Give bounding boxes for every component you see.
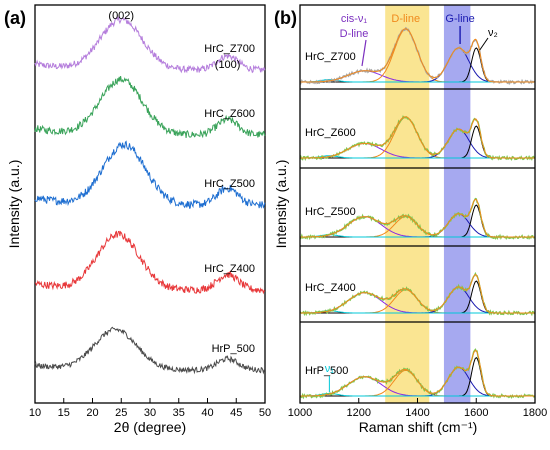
panel-b-fit-line	[300, 274, 535, 314]
panel-b-annotation: D-line	[340, 28, 369, 40]
panel-b-fit-line	[300, 28, 535, 83]
panel-a-plot: 10 15 20 25 30 35 40 45 50 HrC_Z700 HrC_Z600 HrC_Z5…	[29, 10, 271, 419]
panel-b-ylabel: Intensity (a.u.)	[273, 160, 289, 249]
panel-b-xtick-label: 1600	[464, 407, 488, 419]
panel-a-xtick-label: 30	[144, 407, 156, 419]
panel-a-xlabel: 2θ (degree)	[114, 419, 186, 435]
panel-a-xtick-label: 10	[29, 407, 41, 419]
panel-b-plot: 1000 1200 1400 1600 1800 HrC_Z700 HrC_Z600 HrC_…	[288, 13, 547, 419]
panel-a-series-label: HrC_Z400	[204, 263, 255, 275]
panel-a-xtick-label: 50	[259, 407, 271, 419]
panel-b-fit-line	[300, 198, 535, 238]
panel-b-annotation: D-line	[391, 13, 420, 25]
panel-a-series-line	[34, 76, 266, 139]
panel-b-series-label: HrC_Z400	[305, 282, 356, 294]
panel-b-fit-line	[300, 349, 535, 397]
panel-a-xtick-label: 40	[201, 407, 213, 419]
panel-a-series-label: HrC_Z600	[204, 108, 255, 120]
panel-b-annotation: ν₂	[488, 27, 498, 39]
panel-a-xtick-label: 25	[115, 407, 127, 419]
panel-b-annotation: cis-ν₁	[341, 13, 368, 25]
panel-b-xtick-label: 1000	[288, 407, 312, 419]
panel-b-label: (b)	[274, 8, 297, 28]
panel-b-band	[443, 5, 471, 403]
panel-b-xlabel: Raman shift (cm⁻¹)	[359, 419, 478, 435]
panel-a: (a) 10 15 20 25 30 35 40 45 50 HrC_Z700 HrC_Z600 Hr…	[4, 4, 271, 435]
panel-a-xtick-label: 35	[173, 407, 185, 419]
panel-b-measured-line	[299, 348, 535, 400]
panel-b-series-label: HrC_Z700	[305, 51, 356, 63]
panel-a-series-line	[34, 15, 266, 74]
panel-a-ylabel: Intensity (a.u.)	[6, 160, 22, 249]
panel-b-frame	[299, 4, 536, 404]
panel-b: (b) 1000 1200 1400 1600 1800 HrC_Z700 HrC_Z600…	[273, 4, 547, 435]
panel-b-xtick-label: 1200	[347, 407, 371, 419]
panel-b-series-label: HrC_Z500	[305, 206, 356, 218]
panel-b-band	[385, 5, 430, 403]
panel-a-xtick-label: 20	[86, 407, 98, 419]
panel-b-xtick-label: 1800	[523, 407, 547, 419]
panel-b-bands	[385, 5, 471, 403]
panel-b-fit-line	[300, 116, 535, 159]
panel-b-annotation-arrow	[361, 39, 367, 67]
panel-a-series-line	[34, 140, 266, 209]
panel-a-label: (a)	[4, 8, 26, 28]
panel-b-annotation: G-line	[445, 13, 474, 25]
panel-a-series-line	[35, 230, 266, 295]
panel-b-series-label: HrP_500	[305, 365, 348, 377]
panel-a-annotation: (002)	[108, 10, 134, 22]
panel-a-xtick-label: 45	[230, 407, 242, 419]
panel-b-series-label: HrC_Z600	[305, 127, 356, 139]
panel-a-series-line	[34, 326, 266, 375]
panel-a-xtick-label: 15	[58, 407, 70, 419]
panel-b-xtick-label: 1400	[405, 407, 429, 419]
panel-a-series-label: HrC_Z500	[204, 178, 255, 190]
panel-b-annotation-arrow	[479, 37, 489, 51]
panel-a-series-label: HrC_Z700	[204, 43, 255, 55]
panel-b-annotation: ν₁	[325, 363, 335, 375]
panel-a-series-label: HrP_500	[212, 343, 255, 355]
panel-a-annotation: (100)	[215, 59, 241, 71]
